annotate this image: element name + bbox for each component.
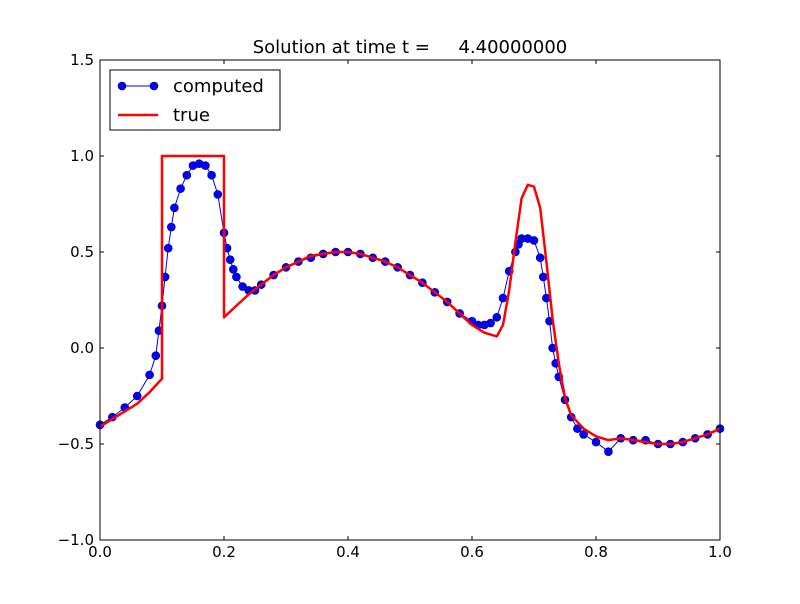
x-tick-label: 0.6 xyxy=(460,543,484,561)
x-tick-label: 0.8 xyxy=(584,543,608,561)
data-point-computed xyxy=(170,203,179,213)
data-point-computed xyxy=(538,272,548,282)
x-tick-label: 0.0 xyxy=(88,543,112,561)
chart-title: Solution at time t = 4.40000000 xyxy=(253,37,568,58)
x-tick-label: 0.2 xyxy=(212,543,236,561)
legend-computed-label: computed xyxy=(173,76,264,97)
x-tick-label: 0.4 xyxy=(336,543,360,561)
legend-computed-marker-left xyxy=(117,81,127,91)
y-tick-label: −0.5 xyxy=(58,435,94,453)
data-point-computed xyxy=(579,430,588,439)
tick-labels: 0.0 0.2 0.4 0.6 0.8 1.0 −1.0 −0.5 0.0 0.5 1.0 1.5 xyxy=(58,51,732,561)
y-tick-label: 1.5 xyxy=(70,51,94,69)
data-point-computed xyxy=(145,370,154,380)
data-point-computed xyxy=(225,255,235,264)
data-point-computed xyxy=(492,312,502,322)
data-point-computed xyxy=(238,282,247,291)
data-point-computed xyxy=(163,243,173,253)
data-point-computed xyxy=(591,437,601,447)
y-tick-label: −1.0 xyxy=(58,531,94,549)
y-tick-label: 0.0 xyxy=(70,339,94,357)
data-point-computed xyxy=(573,424,582,433)
data-point-computed xyxy=(213,190,223,199)
data-point-computed xyxy=(535,253,545,263)
y-tick-label: 1.0 xyxy=(70,147,94,165)
data-point-computed xyxy=(486,318,495,328)
data-point-computed xyxy=(201,161,210,170)
data-point-computed xyxy=(232,272,241,282)
data-point-computed xyxy=(229,264,238,274)
data-point-computed xyxy=(176,184,185,193)
legend: computed true xyxy=(109,69,281,131)
ticks xyxy=(99,59,721,541)
data-point-computed xyxy=(498,293,508,303)
x-tick-label: 1.0 xyxy=(708,543,732,561)
data-point-computed xyxy=(167,222,176,232)
plot-markers xyxy=(95,159,725,456)
legend-box xyxy=(109,69,281,131)
data-point-computed xyxy=(151,351,161,360)
y-tick-label: 0.5 xyxy=(70,243,94,261)
data-point-computed xyxy=(182,170,192,180)
legend-computed-marker-right xyxy=(149,81,159,91)
data-point-computed xyxy=(207,170,216,180)
legend-true-label: true xyxy=(173,105,210,126)
axes-frame xyxy=(99,59,721,541)
series-line-computed xyxy=(99,163,721,453)
data-point-computed xyxy=(529,236,539,245)
plot-lines xyxy=(99,163,721,453)
data-point-computed xyxy=(604,447,613,456)
series-line-true xyxy=(99,154,721,446)
data-point-computed xyxy=(132,391,142,401)
